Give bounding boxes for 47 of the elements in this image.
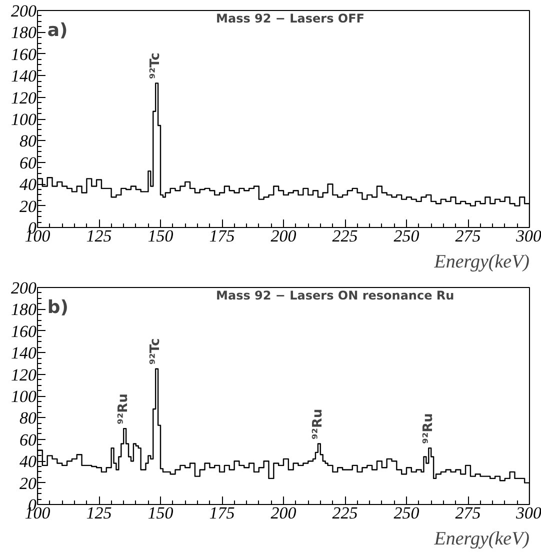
x-tick-label: 300 xyxy=(515,504,541,522)
y-tick-label: 80 xyxy=(20,408,37,428)
annotation: ⁹²Tc xyxy=(148,52,164,79)
y-tick-label: 100 xyxy=(11,387,37,406)
y-tick-label: 180 xyxy=(11,300,37,320)
annotation: ⁹²Ru xyxy=(310,408,326,440)
x-tick-label: 250 xyxy=(394,504,420,522)
annotation: ⁹²Ru xyxy=(116,394,132,424)
y-tick-label: 20 xyxy=(20,474,37,493)
x-tick-label: 175 xyxy=(209,504,235,522)
y-tick-label: 200 xyxy=(11,278,37,298)
y-tick-label: 120 xyxy=(11,88,37,108)
x-axis-title: Energy(keV) xyxy=(433,528,530,550)
x-axis-title: Energy(keV) xyxy=(433,252,530,272)
annotation: ⁹²Tc xyxy=(148,338,164,365)
x-tick-label: 300 xyxy=(515,226,541,246)
x-tick-label: 275 xyxy=(455,226,481,246)
x-tick-label: 125 xyxy=(86,504,112,522)
chart-title: Mass 92 − Lasers ON resonance Ru xyxy=(216,288,454,302)
y-tick-label: 180 xyxy=(11,23,37,42)
annotation: b) xyxy=(47,296,68,318)
x-tick-label: 250 xyxy=(394,226,420,246)
y-tick-label: 40 xyxy=(20,452,37,472)
annotation: a) xyxy=(47,20,68,41)
y-tick-label: 20 xyxy=(20,196,37,216)
y-tick-label: 40 xyxy=(20,175,37,194)
x-tick-label: 275 xyxy=(455,504,481,522)
y-tick-label: 100 xyxy=(11,110,37,129)
chart-title: Mass 92 − Lasers OFF xyxy=(216,12,365,26)
x-tick-label: 175 xyxy=(209,226,235,246)
annotation: ⁹²Ru xyxy=(421,413,436,444)
y-tick-label: 200 xyxy=(11,2,37,20)
x-tick-label: 225 xyxy=(332,504,358,522)
y-tick-label: 140 xyxy=(11,344,37,363)
x-tick-label: 200 xyxy=(270,504,297,522)
x-tick-label: 150 xyxy=(148,226,174,246)
y-tick-label: 60 xyxy=(20,153,37,172)
y-tick-label: 60 xyxy=(20,430,37,450)
y-tick-label: 160 xyxy=(11,322,37,341)
x-tick-label: 150 xyxy=(148,504,174,522)
x-tick-label: 200 xyxy=(270,226,297,246)
y-tick-label: 140 xyxy=(11,66,37,86)
y-tick-label: 120 xyxy=(11,365,37,384)
y-tick-label: 80 xyxy=(20,132,37,151)
y-tick-label: 160 xyxy=(11,44,37,64)
x-tick-label: 125 xyxy=(86,226,112,246)
x-tick-label: 225 xyxy=(332,226,358,246)
